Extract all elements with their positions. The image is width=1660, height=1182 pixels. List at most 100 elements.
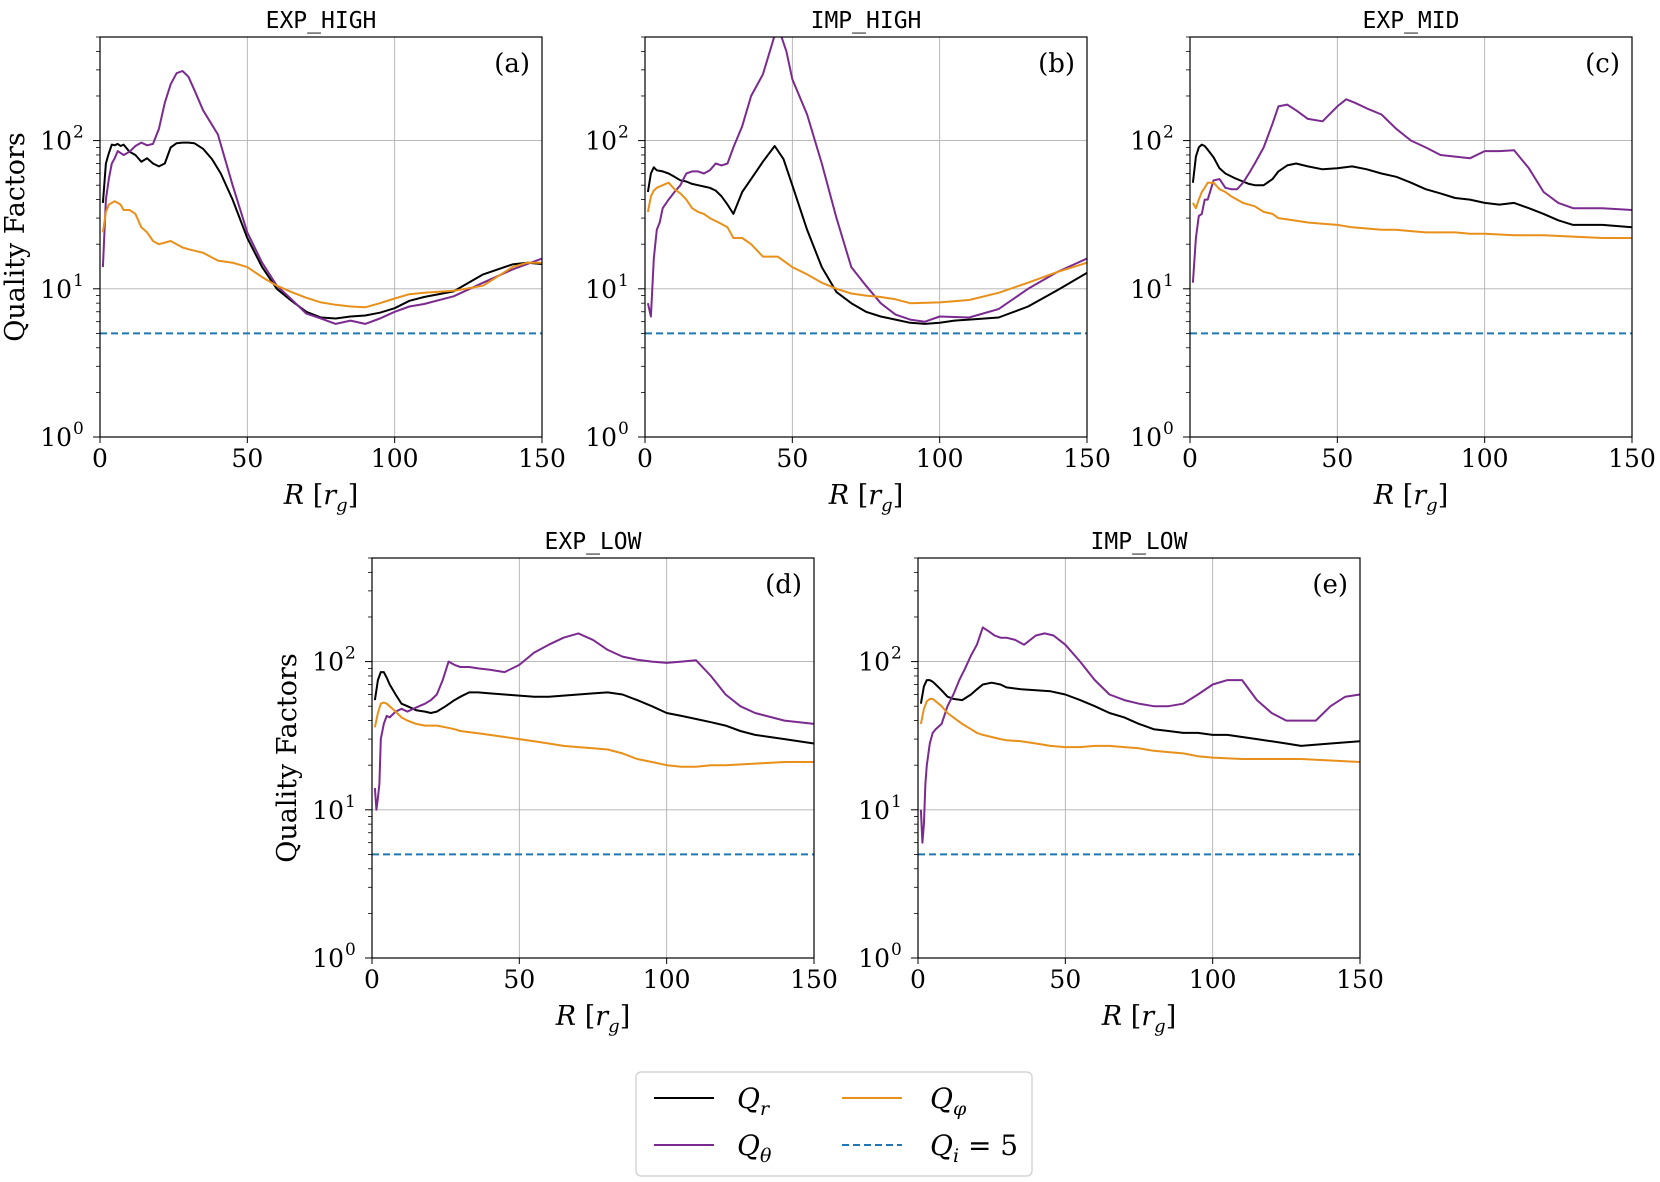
y-tick-exponent: 1 <box>891 792 902 812</box>
legend-label-sub: θ <box>760 1145 772 1167</box>
y-tick-base: 10 <box>585 127 617 156</box>
x-axis-label-unit: r <box>1413 480 1428 511</box>
y-tick-base: 10 <box>40 127 72 156</box>
y-tick-label: 10 2 <box>858 644 902 677</box>
x-axis-label-bracket-close: ] <box>620 1001 631 1032</box>
panel-label: (a) <box>494 49 530 79</box>
y-tick-base: 10 <box>312 944 344 973</box>
y-tick-label: 10 2 <box>312 644 356 677</box>
x-tick-label: 100 <box>916 444 964 473</box>
legend-label: Qr <box>737 1082 771 1120</box>
x-axis-label-bracket-close: ] <box>1438 480 1449 511</box>
y-tick-base: 10 <box>1130 127 1162 156</box>
x-axis-label: R [rg] <box>283 480 358 516</box>
axes-frame <box>99 36 543 438</box>
x-tick-label: 50 <box>231 444 263 473</box>
x-axis-label-bracket: [ <box>1122 1001 1141 1032</box>
legend-label: Qθ <box>737 1129 772 1167</box>
legend-label-main: Q <box>930 1082 953 1115</box>
legend-entry: Qi = 5 <box>842 1129 1018 1167</box>
x-axis-label-unit-sub: g <box>1154 1016 1166 1037</box>
x-tick-label: 50 <box>776 444 808 473</box>
y-tick-base: 10 <box>40 275 72 304</box>
series-group <box>645 37 1087 335</box>
legend-entry: Qθ <box>654 1129 772 1167</box>
x-axis-label-bracket-close: ] <box>348 480 359 511</box>
x-axis-label-bracket: [ <box>576 1001 595 1032</box>
series-line-2 <box>1192 181 1632 239</box>
axes-frame <box>917 557 1361 959</box>
x-axis-label-bracket: [ <box>849 480 868 511</box>
x-tick-label: 0 <box>910 965 926 994</box>
legend-label-main: Q <box>737 1082 760 1115</box>
y-tick-base: 10 <box>585 275 617 304</box>
y-tick-label: 10 1 <box>312 792 356 825</box>
series-line-1 <box>646 37 1087 323</box>
x-tick-label: 0 <box>637 444 653 473</box>
x-tick-label: 100 <box>1461 444 1509 473</box>
y-tick-label: 10 0 <box>858 940 902 973</box>
panel-label: (c) <box>1585 49 1620 79</box>
y-tick-exponent: 1 <box>618 271 629 291</box>
x-axis-label-bracket-close: ] <box>893 480 904 511</box>
x-axis-label-bracket: [ <box>1394 480 1413 511</box>
y-tick-label: 10 1 <box>585 271 629 304</box>
y-tick-base: 10 <box>585 423 617 452</box>
series-line-1 <box>1191 98 1632 283</box>
series-group <box>1190 98 1632 335</box>
legend-label-sub: r <box>760 1098 771 1120</box>
x-axis-label: R [rg] <box>1373 480 1448 516</box>
x-axis-label-unit-sub: g <box>608 1016 620 1037</box>
legend-label-sub: i <box>953 1145 959 1167</box>
legend-label-sub: φ <box>953 1098 967 1120</box>
y-tick-exponent: 0 <box>73 419 84 439</box>
y-tick-exponent: 0 <box>618 419 629 439</box>
y-tick-base: 10 <box>1130 423 1162 452</box>
x-axis-label-unit: r <box>868 480 883 511</box>
y-tick-label: 10 1 <box>858 792 902 825</box>
x-axis-label-unit-sub: g <box>881 495 893 516</box>
x-tick-label: 150 <box>1336 965 1384 994</box>
x-axis-label-unit-sub: g <box>336 495 348 516</box>
y-tick-exponent: 2 <box>891 644 902 664</box>
y-tick-label: 10 1 <box>1130 271 1174 304</box>
y-tick-label: 10 2 <box>585 123 629 156</box>
y-tick-label: 10 0 <box>312 940 356 973</box>
x-tick-label: 0 <box>92 444 108 473</box>
axes-frame <box>371 557 815 959</box>
y-tick-exponent: 0 <box>345 940 356 960</box>
y-tick-label: 10 2 <box>1130 123 1174 156</box>
x-tick-label: 0 <box>364 965 380 994</box>
panel-label: (d) <box>765 570 802 600</box>
x-tick-label: 50 <box>1321 444 1353 473</box>
x-tick-label: 150 <box>1063 444 1111 473</box>
x-tick-label: 100 <box>1189 965 1237 994</box>
axes-frame <box>644 36 1088 438</box>
x-tick-label: 100 <box>643 965 691 994</box>
x-axis-label-unit: r <box>1141 1001 1156 1032</box>
y-tick-exponent: 2 <box>73 123 84 143</box>
y-tick-label: 10 0 <box>585 419 629 452</box>
series-line-0 <box>373 671 814 745</box>
x-axis-label: R [rg] <box>828 480 903 516</box>
x-tick-label: 50 <box>1049 965 1081 994</box>
x-axis-label-bracket: [ <box>304 480 323 511</box>
panel-title: IMP_LOW <box>1091 529 1188 555</box>
y-tick-exponent: 1 <box>345 792 356 812</box>
panel-title: EXP_HIGH <box>266 8 377 34</box>
y-tick-base: 10 <box>312 796 344 825</box>
series-line-0 <box>646 145 1087 325</box>
y-axis-label: Quality Factors <box>0 132 31 342</box>
series-line-1 <box>373 632 814 811</box>
y-tick-label: 10 1 <box>40 271 84 304</box>
y-tick-base: 10 <box>858 796 890 825</box>
series-line-0 <box>919 679 1360 747</box>
